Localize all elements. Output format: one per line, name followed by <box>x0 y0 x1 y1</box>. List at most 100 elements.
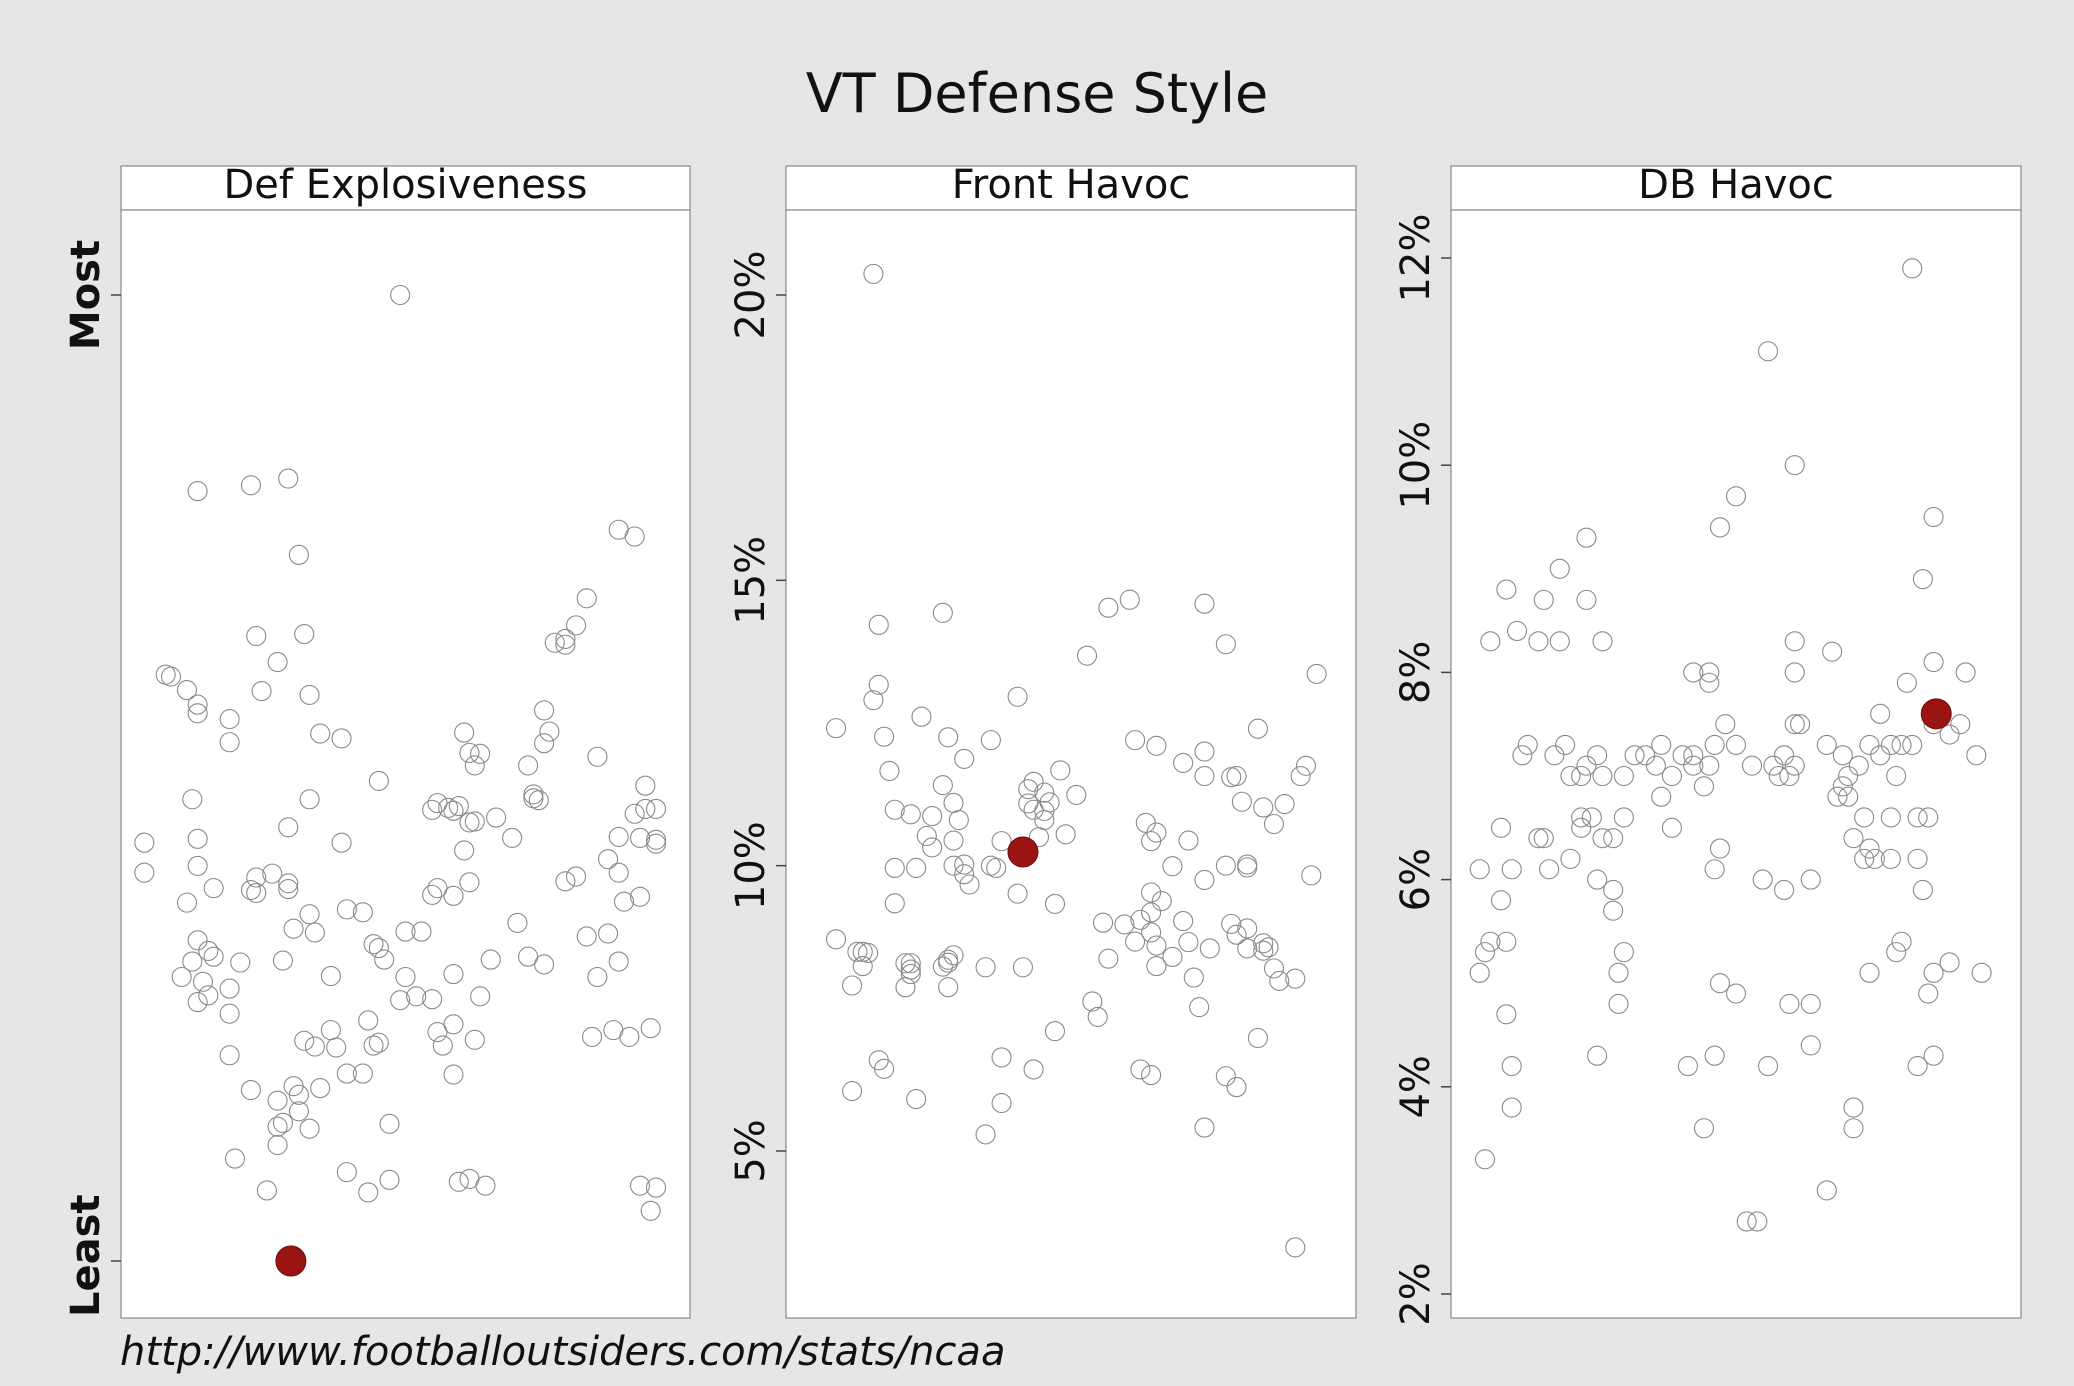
data-point <box>406 986 427 1007</box>
data-point <box>134 862 155 883</box>
data-point <box>1560 765 1581 787</box>
data-point <box>1699 755 1720 776</box>
data-point <box>422 799 443 820</box>
data-point <box>411 921 432 942</box>
data-point <box>932 775 953 796</box>
panel-header <box>785 165 1357 211</box>
data-point <box>1859 838 1880 859</box>
data-point <box>1528 828 1549 849</box>
data-point <box>422 884 443 905</box>
data-point <box>1178 830 1199 851</box>
data-point <box>358 1010 379 1031</box>
data-point <box>246 867 267 888</box>
data-point <box>1215 855 1236 876</box>
data-point <box>1549 631 1570 652</box>
data-point <box>922 805 943 827</box>
data-point <box>1194 766 1215 787</box>
data-point <box>1587 745 1608 766</box>
data-point <box>523 784 544 805</box>
data-point <box>624 803 645 824</box>
data-point <box>1683 755 1704 776</box>
data-point <box>1592 828 1613 849</box>
data-point <box>1709 838 1731 859</box>
data-point <box>1757 341 1779 362</box>
data-point <box>895 953 916 974</box>
data-point <box>1896 672 1917 693</box>
data-point <box>948 809 969 831</box>
data-point <box>1747 1211 1768 1232</box>
y-tick-label: Least <box>63 1194 109 1317</box>
data-point <box>1709 973 1731 994</box>
data-point <box>884 893 905 914</box>
data-point <box>1784 455 1805 476</box>
panel-title: Def Explosiveness <box>223 162 587 208</box>
data-point <box>874 726 895 747</box>
panel-title: Front Havoc <box>952 162 1191 208</box>
data-point <box>1023 1059 1044 1080</box>
data-point <box>1555 734 1576 755</box>
data-point <box>1800 869 1821 890</box>
data-point <box>645 833 667 854</box>
highlight-point-vt <box>1920 698 1952 730</box>
data-point <box>310 723 331 744</box>
data-point <box>1779 993 1800 1014</box>
highlight-point-vt <box>1007 836 1039 868</box>
data-point <box>1587 869 1608 890</box>
data-point <box>1816 734 1837 755</box>
data-point <box>1528 631 1549 652</box>
data-point <box>331 832 352 853</box>
data-point <box>576 588 597 609</box>
data-point <box>906 857 927 878</box>
data-point <box>427 1022 448 1043</box>
data-point <box>1854 848 1875 869</box>
data-point <box>1263 958 1284 979</box>
panel-1: Def Explosiveness Most Least <box>63 162 691 1319</box>
data-point <box>900 804 921 825</box>
data-point <box>635 798 656 819</box>
data-point <box>1891 931 1912 952</box>
data-point <box>278 879 299 900</box>
data-point <box>1162 856 1183 877</box>
data-point <box>267 1090 288 1111</box>
data-point <box>1838 765 1859 787</box>
data-point <box>895 977 916 998</box>
data-point <box>1741 755 1763 776</box>
data-point <box>900 964 921 985</box>
data-point <box>1194 593 1215 614</box>
y-tick-label: 10% <box>728 821 774 910</box>
data-point <box>187 855 208 876</box>
data-point <box>938 977 959 998</box>
data-point <box>1469 962 1490 983</box>
data-point <box>906 1089 927 1110</box>
data-point <box>459 742 480 763</box>
data-point <box>566 615 587 636</box>
data-point <box>1587 1045 1608 1066</box>
data-point <box>1114 914 1135 935</box>
data-point <box>288 1101 309 1122</box>
data-point <box>1474 942 1496 963</box>
data-point <box>645 829 667 850</box>
data-point <box>1800 993 1821 1014</box>
data-point <box>1194 741 1215 762</box>
y-tick-label: 10% <box>1393 421 1439 510</box>
data-point <box>219 732 240 753</box>
data-point <box>1725 983 1747 1004</box>
data-point <box>975 1124 996 1145</box>
data-point <box>534 700 555 721</box>
data-point <box>1736 1211 1757 1232</box>
data-point <box>1832 776 1853 797</box>
data-point <box>336 899 357 920</box>
data-point <box>432 1035 453 1056</box>
data-point <box>534 954 555 975</box>
data-point <box>640 1018 661 1039</box>
data-point <box>1253 933 1274 954</box>
data-point <box>1507 620 1528 642</box>
data-point <box>991 1093 1012 1114</box>
data-point <box>219 1003 240 1024</box>
data-point <box>464 811 485 832</box>
data-point <box>1007 883 1028 904</box>
data-point <box>1285 968 1306 989</box>
data-point <box>1827 786 1848 807</box>
data-point <box>1178 932 1199 953</box>
data-point <box>1704 1045 1725 1066</box>
